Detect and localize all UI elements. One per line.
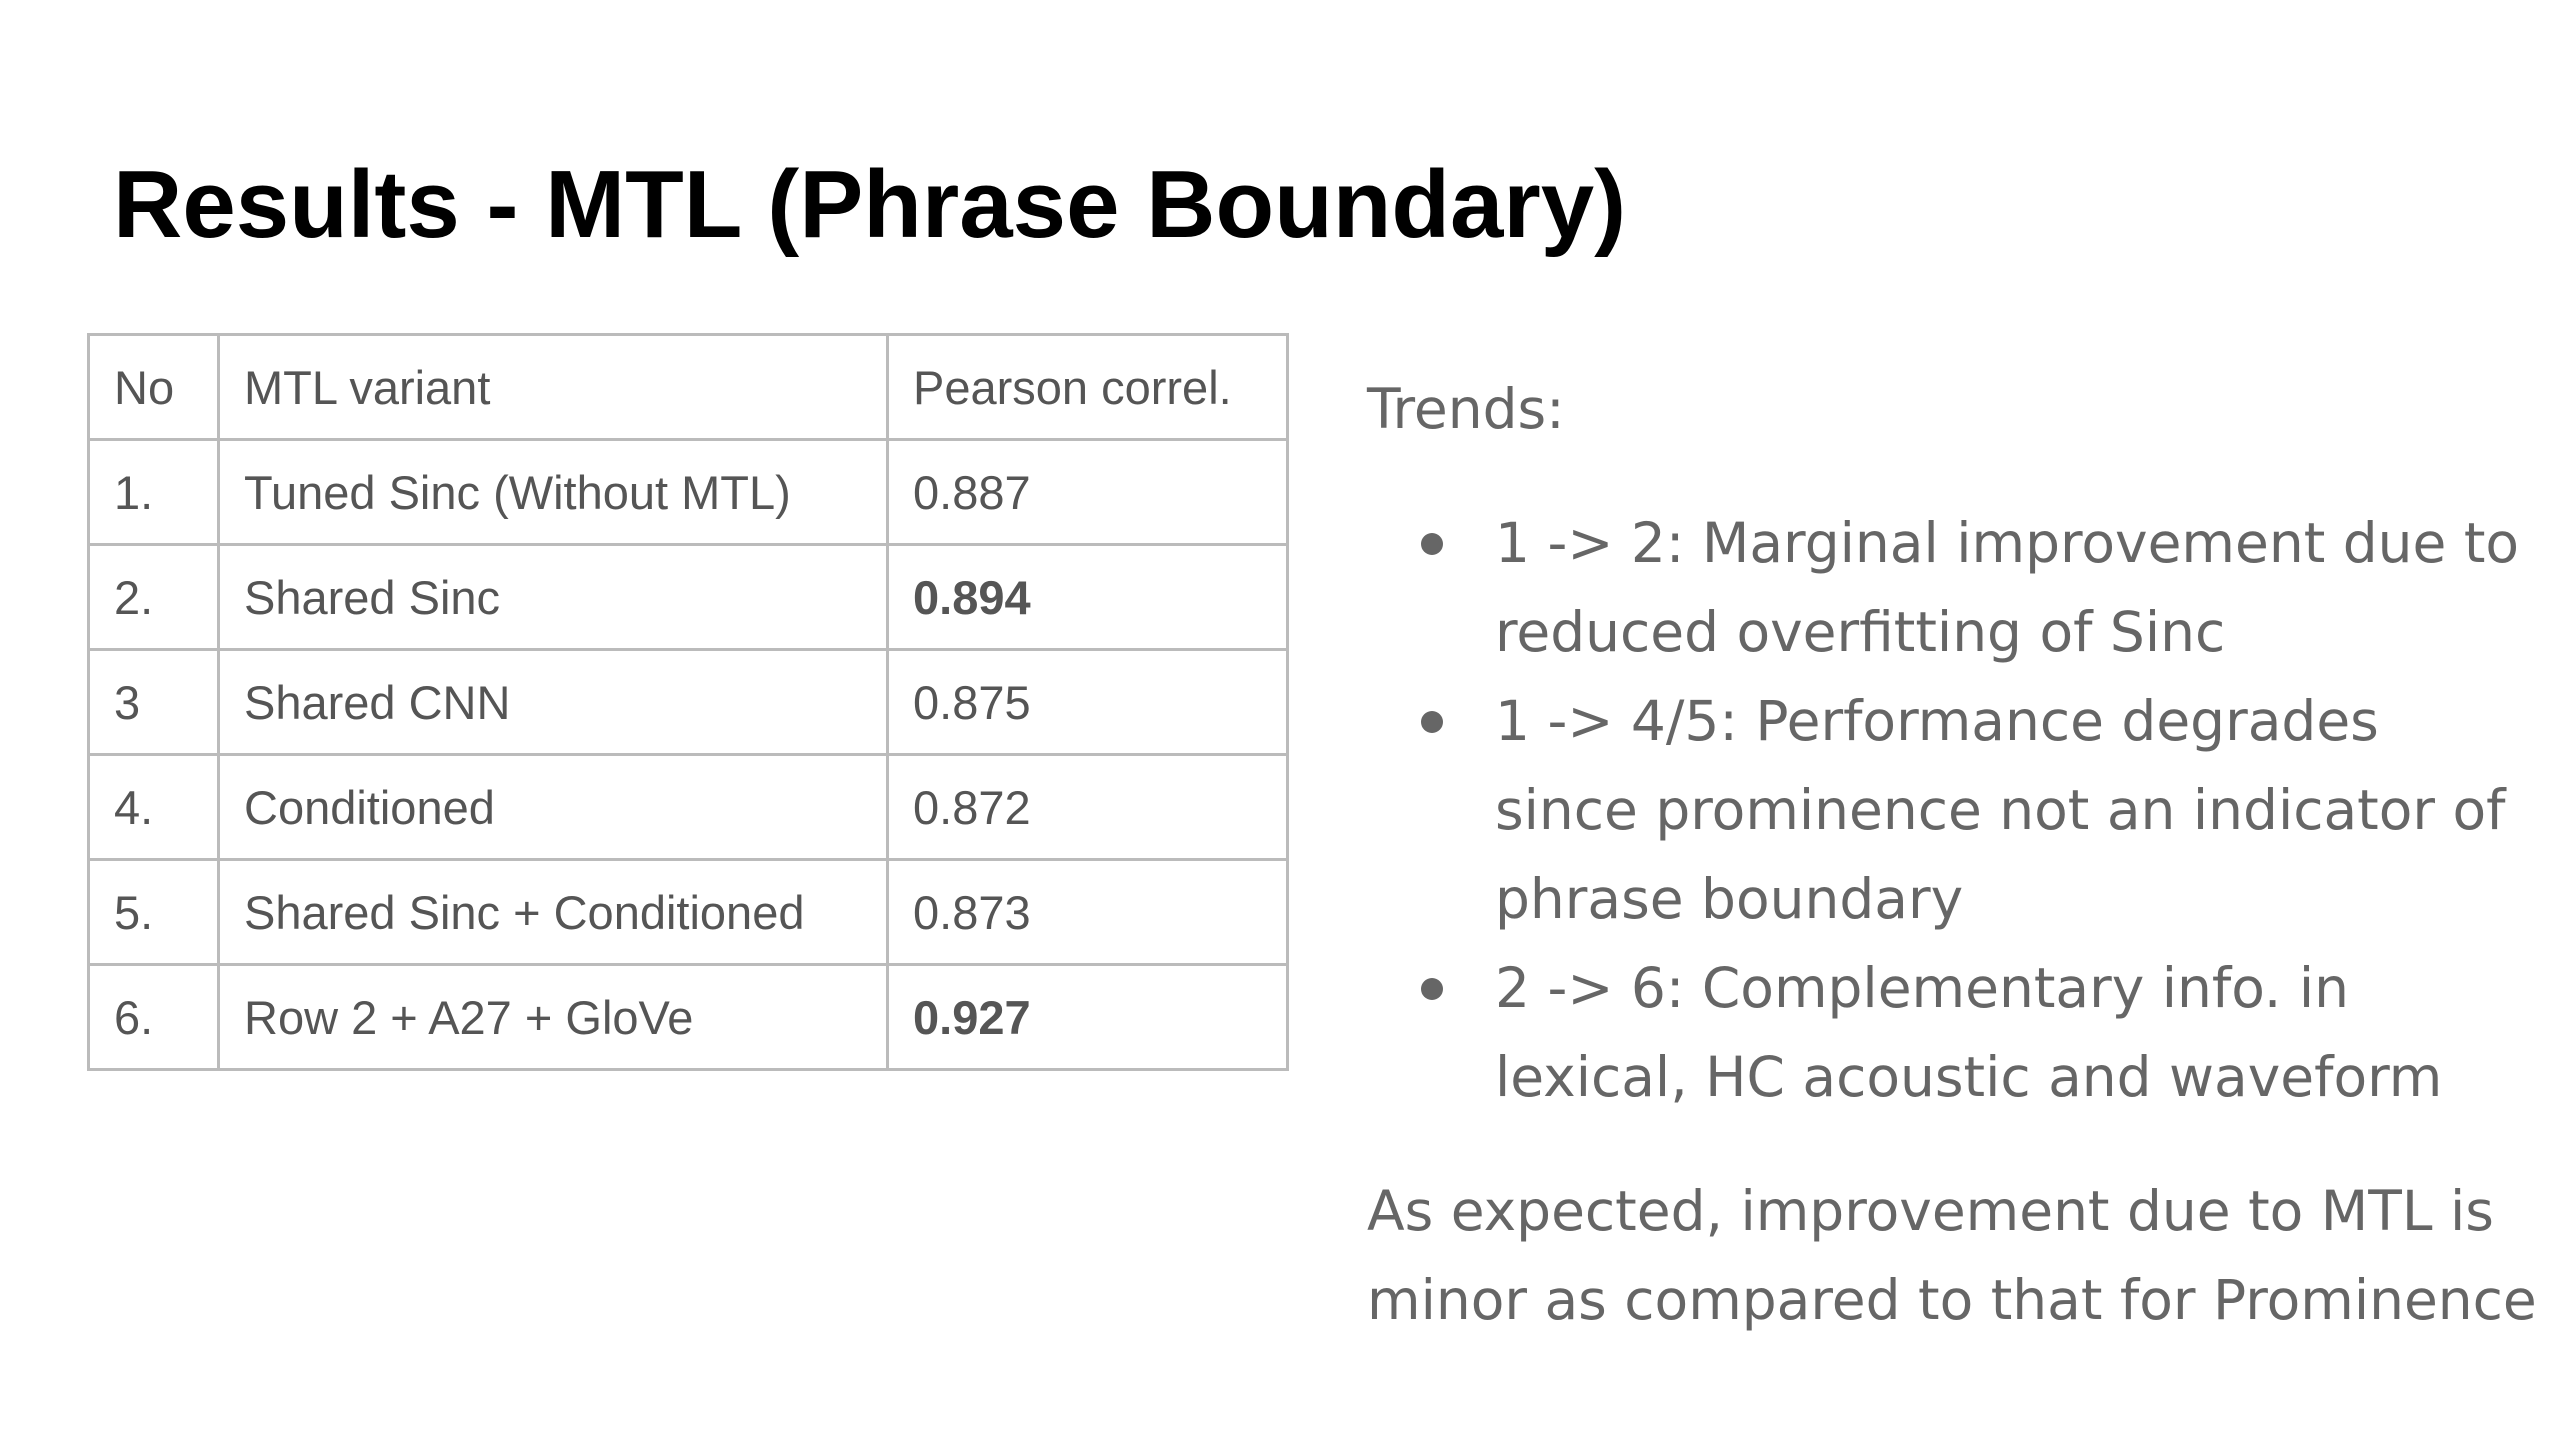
table-cell: 1. bbox=[87, 438, 220, 546]
trend-item: 1 -> 4/5: Performance degrades since pro… bbox=[1421, 677, 2537, 944]
table-cell: Conditioned bbox=[217, 753, 889, 861]
table-row: 1. Tuned Sinc (Without MTL) 0.887 bbox=[87, 438, 1289, 546]
table-cell: Row 2 + A27 + GloVe bbox=[217, 963, 889, 1071]
table-cell: 0.872 bbox=[886, 753, 1289, 861]
table-cell: 0.875 bbox=[886, 648, 1289, 756]
table-cell: 0.927 bbox=[886, 963, 1289, 1071]
table-header: No MTL variant Pearson correl. bbox=[87, 333, 1289, 441]
table-row: 3 Shared CNN 0.875 bbox=[87, 648, 1289, 756]
trends: Trends: 1 -> 2: Marginal improvement due… bbox=[1367, 365, 2537, 1345]
trends-label: Trends: bbox=[1367, 377, 1565, 441]
table-cell: No bbox=[87, 333, 220, 441]
table-cell: 0.894 bbox=[886, 543, 1289, 651]
table-row: 4. Conditioned 0.872 bbox=[87, 753, 1289, 861]
table-cell: MTL variant bbox=[217, 333, 889, 441]
table-cell: 0.887 bbox=[886, 438, 1289, 546]
trend-list: 1 -> 2: Marginal improvement due to redu… bbox=[1367, 499, 2537, 1122]
table-cell: 5. bbox=[87, 858, 220, 966]
trend-item: 1 -> 2: Marginal improvement due to redu… bbox=[1421, 499, 2537, 677]
results-table: No MTL variant Pearson correl. 1. Tuned Sinc… bbox=[87, 333, 1289, 1071]
table-cell: 6. bbox=[87, 963, 220, 1071]
table-cell: Shared Sinc bbox=[217, 543, 889, 651]
table-row: 6. Row 2 + A27 + GloVe 0.927 bbox=[87, 963, 1289, 1071]
trend-item: 2 -> 6: Complementary info. in lexical, … bbox=[1421, 944, 2537, 1122]
slide-title: Results - MTL (Phrase Boundary) bbox=[113, 151, 1627, 258]
table-row: 5. Shared Sinc + Conditioned 0.873 bbox=[87, 858, 1289, 966]
table-cell: Tuned Sinc (Without MTL) bbox=[217, 438, 889, 546]
table-cell: Shared Sinc + Conditioned bbox=[217, 858, 889, 966]
table-cell: 0.873 bbox=[886, 858, 1289, 966]
table-cell: 3 bbox=[87, 648, 220, 756]
conclusion: As expected, improvement due to MTL is m… bbox=[1367, 1179, 2537, 1332]
table-cell: 2. bbox=[87, 543, 220, 651]
table-cell: 4. bbox=[87, 753, 220, 861]
table-cell: Pearson correl. bbox=[886, 333, 1289, 441]
table-row: 2. Shared Sinc 0.894 bbox=[87, 543, 1289, 651]
table-cell: Shared CNN bbox=[217, 648, 889, 756]
